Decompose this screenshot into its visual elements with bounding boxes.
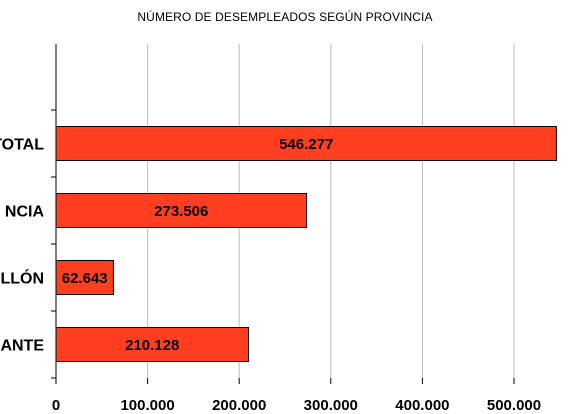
bar-layer: [55, 126, 557, 362]
data-label: 546.277: [279, 136, 333, 153]
bar-alicante: [55, 327, 249, 362]
x-tick-label: 0: [52, 397, 60, 414]
bar-castellón: [55, 260, 114, 295]
data-label: 273.506: [154, 203, 208, 220]
category-label: TOTAL: [0, 137, 44, 154]
x-tick-label: 400.000: [395, 397, 449, 414]
category-label: NCIA: [5, 204, 45, 221]
x-tick-label: 500.000: [487, 397, 541, 414]
data-label: 210.128: [125, 337, 179, 354]
category-label: LLÓN: [0, 269, 44, 288]
category-label: ANTE: [0, 338, 44, 355]
chart-title: NÚMERO DE DESEMPLEADOS SEGÚN PROVINCIA: [137, 10, 433, 24]
data-label: 62.643: [62, 270, 108, 287]
x-tick-label: 100.000: [120, 397, 174, 414]
bar-valencia: [55, 193, 308, 228]
x-tick-label: 200.000: [212, 397, 266, 414]
label-layer: 0 100.000 200.000 300.000 400.000 500.000 546.…: [0, 136, 541, 414]
x-tick-label: 300.000: [304, 397, 358, 414]
bar-total: [55, 126, 557, 161]
